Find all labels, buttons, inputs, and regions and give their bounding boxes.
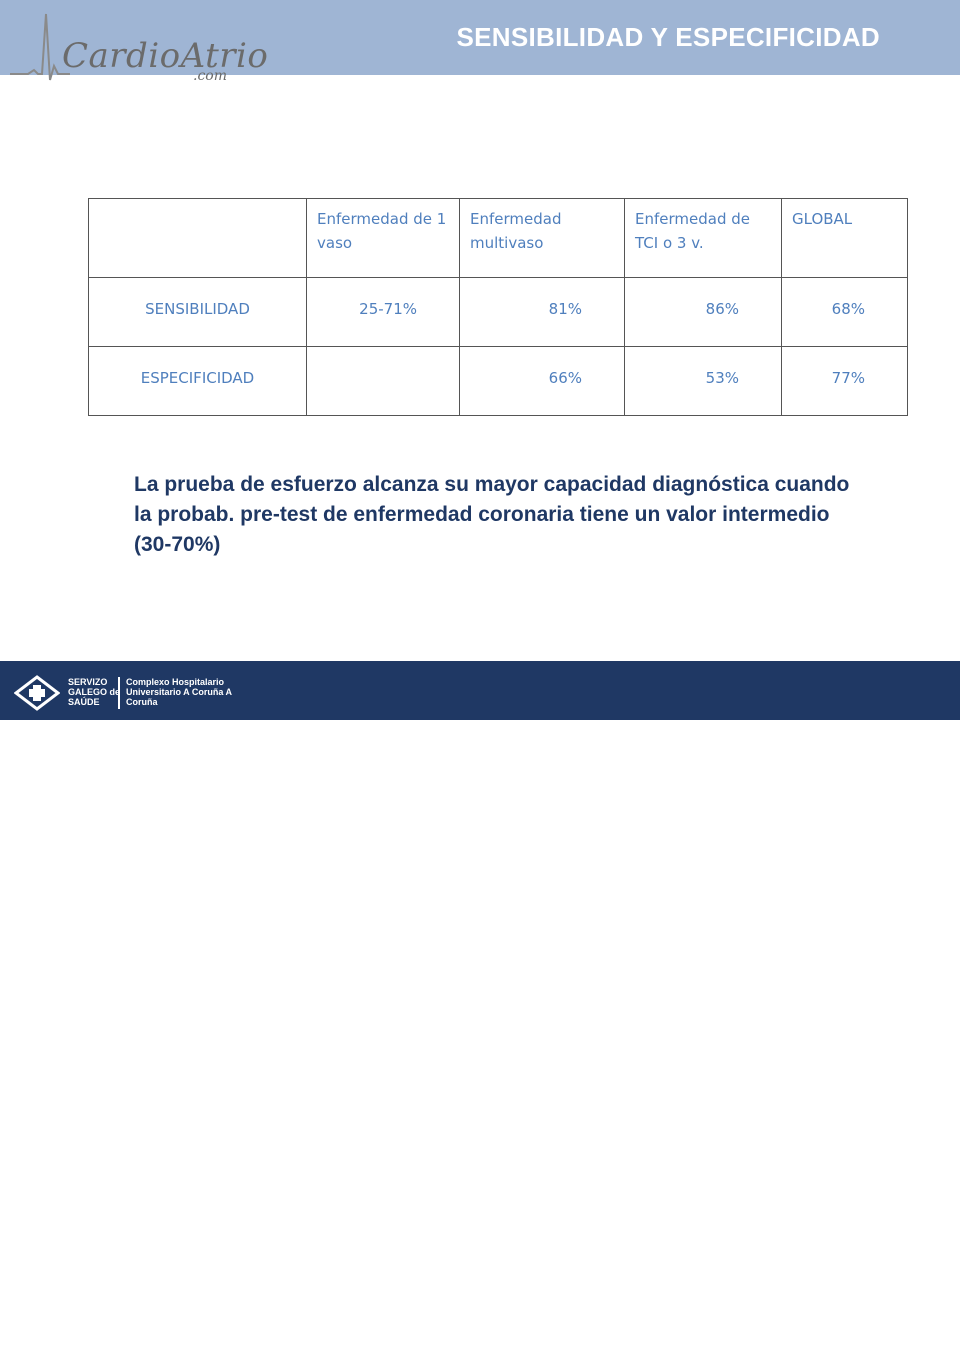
sergas-emblem-icon — [14, 675, 60, 711]
table-cell: 66% — [459, 346, 625, 416]
key-statement: La prueba de esfuerzo alcanza su mayor c… — [134, 473, 850, 556]
table-header-cell: GLOBAL — [781, 198, 908, 278]
slide-header: CardioAtrio .com SENSIBILIDAD Y ESPECIFI… — [0, 0, 960, 84]
table-row: ESPECIFICIDAD 66% 53% 77% — [88, 346, 908, 416]
logo-wordmark: CardioAtrio — [62, 36, 269, 76]
table-header-cell: Enfermedad de TCI o 3 v. — [624, 198, 782, 278]
slide-footer: SERVIZO GALEGO de SAÚDE Complexo Hospita… — [0, 661, 960, 1354]
table-row: SENSIBILIDAD 25-71% 81% 86% 68% — [88, 277, 908, 347]
row-label-especificidad: ESPECIFICIDAD — [88, 346, 307, 416]
table-cell: 53% — [624, 346, 782, 416]
table-cell: 77% — [781, 346, 908, 416]
institution-right-text: Complexo Hospitalario Universitario A Co… — [126, 677, 232, 707]
citation: Braunwald. Tratado de Cardiología. 7ª Ed — [558, 1337, 852, 1354]
institution-logo: SERVIZO GALEGO de SAÚDE Complexo Hospita… — [14, 675, 244, 711]
heartbeat-icon — [10, 13, 70, 81]
table-cell: 81% — [459, 277, 625, 347]
logo-suffix: .com — [193, 68, 227, 84]
table-cell — [306, 346, 460, 416]
table-header-cell: Enfermedad de 1 vaso — [306, 198, 460, 278]
slide-title: SENSIBILIDAD Y ESPECIFICIDAD — [456, 22, 880, 52]
table-cell: 68% — [781, 277, 908, 347]
table-cell: 86% — [624, 277, 782, 347]
table-header-cell: Enfermedad multivaso — [459, 198, 625, 278]
institution-left-text: SERVIZO GALEGO de SAÚDE — [68, 677, 121, 707]
table-cell: 25-71% — [306, 277, 460, 347]
cardioatrio-logo: CardioAtrio .com — [10, 8, 268, 88]
row-label-sensibilidad: SENSIBILIDAD — [88, 277, 307, 347]
table-header-cell — [88, 198, 307, 278]
table-header-row: Enfermedad de 1 vaso Enfermedad multivas… — [88, 198, 908, 278]
sensitivity-specificity-table: Enfermedad de 1 vaso Enfermedad multivas… — [88, 198, 908, 416]
footer-divider — [118, 677, 120, 709]
